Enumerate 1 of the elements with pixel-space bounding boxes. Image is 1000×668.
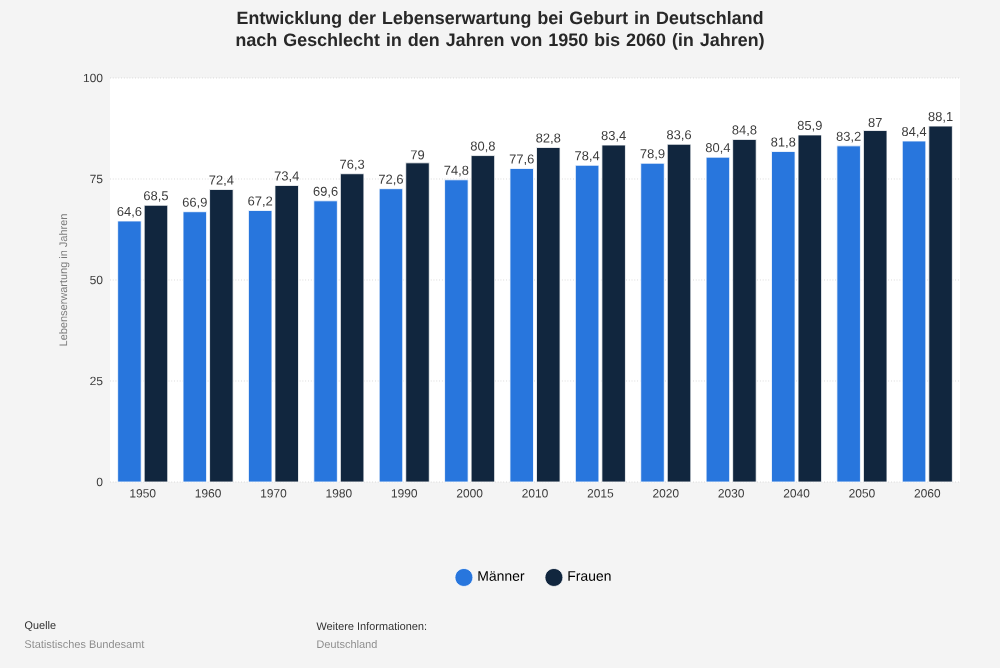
chart-title: Entwicklung der Lebenserwartung bei Geburt in Deutschland nach Geschlecht in den Jahren von 1950 bis 2060 (in Jahren) — [236, 11, 764, 50]
